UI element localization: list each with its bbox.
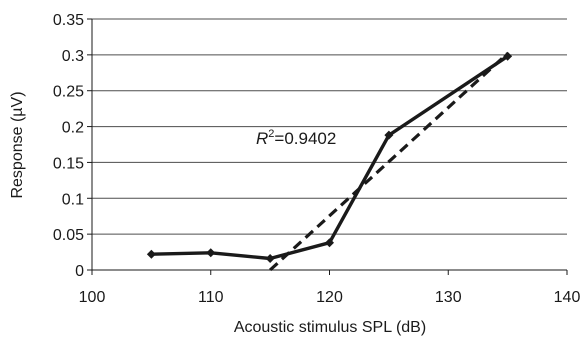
y-tick-label: 0.15 bbox=[53, 155, 84, 172]
x-tick-label: 120 bbox=[316, 289, 343, 306]
y-tick-label: 0.25 bbox=[53, 84, 84, 101]
x-tick-label: 140 bbox=[554, 289, 581, 306]
data-point bbox=[384, 130, 394, 140]
r-superscript: 2 bbox=[268, 128, 274, 140]
x-tick-label: 100 bbox=[79, 289, 106, 306]
data-point bbox=[325, 238, 334, 248]
x-axis: 100 110 120 130 140 bbox=[79, 269, 581, 306]
y-tick-label: 0.2 bbox=[62, 120, 84, 137]
series-line bbox=[151, 54, 509, 261]
trendline bbox=[269, 52, 509, 272]
y-tick-label: 0.35 bbox=[53, 12, 84, 29]
x-tick-label: 130 bbox=[435, 289, 462, 306]
series-layer bbox=[146, 51, 513, 272]
y-axis-title: Response (µV) bbox=[9, 91, 26, 198]
x-tick-label: 110 bbox=[198, 289, 224, 306]
data-point bbox=[265, 254, 275, 264]
y-tick-label: 0.05 bbox=[53, 227, 84, 244]
r-symbol: R bbox=[256, 129, 268, 148]
y-tick-label: 0.3 bbox=[62, 48, 84, 65]
data-point bbox=[503, 51, 513, 61]
data-point bbox=[206, 248, 216, 258]
x-axis-title: Acoustic stimulus SPL (dB) bbox=[234, 319, 426, 336]
y-axis: 0 0.05 0.1 0.15 0.2 0.25 0.3 0.35 bbox=[53, 12, 93, 280]
r-value: =0.9402 bbox=[274, 129, 336, 148]
gridlines bbox=[92, 18, 567, 235]
y-tick-label: 0 bbox=[75, 263, 84, 280]
r-squared-annotation: R2=0.9402 bbox=[256, 128, 336, 148]
y-tick-label: 0.1 bbox=[62, 191, 84, 208]
data-point bbox=[146, 249, 156, 259]
